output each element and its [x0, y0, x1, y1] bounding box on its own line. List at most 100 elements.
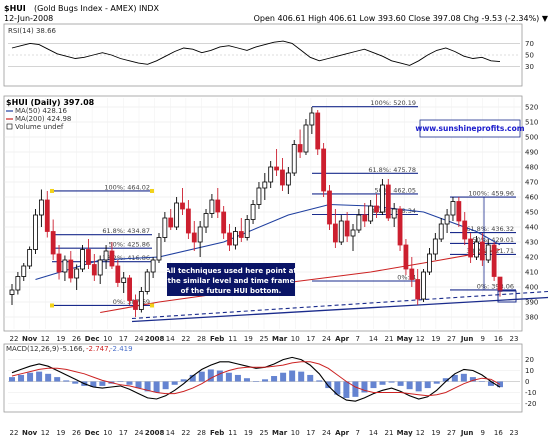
- macd-histogram-bar: [262, 379, 269, 382]
- price-y-tick-label: 380: [525, 314, 538, 322]
- price-legend: $HUI (Daily) 397.08 MA(50) 428.16 MA(200…: [6, 98, 95, 131]
- macd-lines: [11, 356, 501, 402]
- x-tick-label-bottom: 14: [166, 429, 175, 437]
- candle-body: [409, 268, 415, 280]
- target-zone-box: [497, 290, 517, 303]
- fib-level-label: 100%: 459.96: [468, 190, 514, 198]
- candle-body: [185, 208, 191, 234]
- candle-body: [438, 223, 444, 240]
- macd-histogram-bar: [9, 377, 15, 382]
- candle-body: [321, 148, 327, 192]
- x-tick-label: 9: [481, 335, 485, 343]
- candle-body: [97, 259, 103, 276]
- x-tick-label: 26: [72, 335, 81, 343]
- macd-histogram-bar: [433, 381, 440, 384]
- macd-histogram-bar: [144, 381, 151, 392]
- macd-y-tick-label: -20: [525, 400, 536, 408]
- candle-body: [15, 276, 21, 291]
- macd-histogram-bar: [343, 381, 350, 398]
- candle-body: [485, 244, 491, 261]
- candle-body: [332, 223, 338, 243]
- price-y-tick-label: 430: [525, 239, 538, 247]
- x-tick-label-bottom: 24: [135, 429, 144, 437]
- macd-histogram-bar: [478, 381, 485, 382]
- candle-body: [403, 244, 409, 270]
- x-tick-label-bottom: 10: [103, 429, 112, 437]
- fib-level-label: 50%: 429.01: [473, 236, 514, 244]
- macd-histogram-bar: [388, 381, 395, 383]
- legend-volume-swatch: [6, 123, 13, 130]
- macd-histogram-bar: [234, 374, 241, 382]
- price-y-axis: 380 390 400 410 420 430 440 450 460 470 480 490 500 5…: [525, 104, 538, 322]
- candle-body: [62, 259, 68, 273]
- x-axis-lower: 22 Nov 12 19 26 Dec 10 17 24 2008 14 22 28 Feb 11 19 25 M…: [10, 429, 519, 437]
- annotation-line-1: All techniques used here point at: [165, 267, 297, 275]
- candle-body: [44, 199, 50, 232]
- candle-body: [274, 166, 279, 171]
- price-y-tick-label: 460: [525, 194, 538, 202]
- candle-body: [450, 201, 456, 216]
- watermark-text[interactable]: www.sunshineprofits.com: [415, 124, 524, 133]
- macd-histogram-bar: [289, 370, 296, 382]
- x-tick-label: Jun: [460, 335, 474, 343]
- x-tick-label-bottom: 27: [447, 429, 456, 437]
- macd-histogram-bar: [171, 381, 178, 385]
- fib-level-label: 100%: 464.02: [104, 183, 150, 191]
- fib-anchor-high-end: [150, 188, 154, 193]
- candle-body: [127, 277, 132, 301]
- x-tick-label: 21: [385, 335, 394, 343]
- candle-body: [427, 253, 432, 273]
- macd-histogram-bar: [406, 381, 413, 390]
- x-tick-label: 19: [431, 335, 440, 343]
- macd-histogram-bar: [153, 381, 160, 393]
- candle-body: [309, 112, 315, 126]
- chart-date: 12-Jun-2008: [4, 14, 53, 23]
- candle-body: [221, 211, 227, 234]
- macd-histogram-bar: [325, 381, 332, 389]
- price-y-tick-label: 390: [525, 299, 538, 307]
- candle-body: [38, 199, 44, 216]
- price-y-tick-label: 420: [525, 254, 538, 262]
- macd-histogram-bar: [460, 373, 467, 382]
- macd-histogram-bar: [189, 374, 196, 382]
- x-tick-label-bottom: 19: [244, 429, 253, 437]
- x-tick-label: 22: [181, 335, 190, 343]
- fib-anchor-low: [50, 303, 54, 308]
- price-y-tick-label: 470: [525, 179, 538, 187]
- candle-body: [86, 249, 91, 265]
- macd-histogram-bar: [352, 381, 359, 397]
- macd-histogram-bar: [243, 378, 250, 382]
- candle-body: [356, 214, 362, 231]
- macd-y-tick-label: 20: [525, 356, 534, 364]
- macd-histogram-bar: [216, 370, 223, 382]
- macd-histogram-bar: [90, 381, 97, 387]
- candle-body: [156, 237, 162, 261]
- x-tick-label-bottom: Nov: [22, 429, 38, 437]
- macd-value-signal: -2.747,: [86, 345, 111, 353]
- macd-histogram-bar: [162, 381, 169, 390]
- candle-body: [133, 300, 138, 310]
- candle-body: [374, 205, 379, 213]
- candle-body: [462, 220, 468, 240]
- candle-body: [444, 214, 450, 225]
- candle-body: [121, 277, 127, 283]
- x-tick-label: 25: [260, 335, 269, 343]
- x-tick-label: 14: [166, 335, 175, 343]
- candle-body: [250, 204, 256, 220]
- candle-body: [338, 220, 344, 243]
- macd-histogram-bar: [36, 371, 43, 382]
- x-tick-label-bottom: Mar: [272, 429, 288, 437]
- macd-histogram-bar: [379, 381, 386, 385]
- x-tick-label-bottom: 25: [260, 429, 269, 437]
- candle-body: [432, 238, 438, 255]
- macd-histogram-bar: [361, 381, 368, 393]
- macd-histogram-bar: [298, 371, 305, 382]
- legend-volume: Volume undef: [15, 123, 64, 131]
- macd-histogram-bar: [126, 381, 133, 385]
- macd-histogram-bar: [207, 369, 214, 382]
- candle-body: [479, 241, 485, 261]
- macd-histogram-bar: [180, 379, 187, 382]
- x-tick-label: 24: [322, 335, 331, 343]
- macd-histogram-bar: [117, 381, 124, 382]
